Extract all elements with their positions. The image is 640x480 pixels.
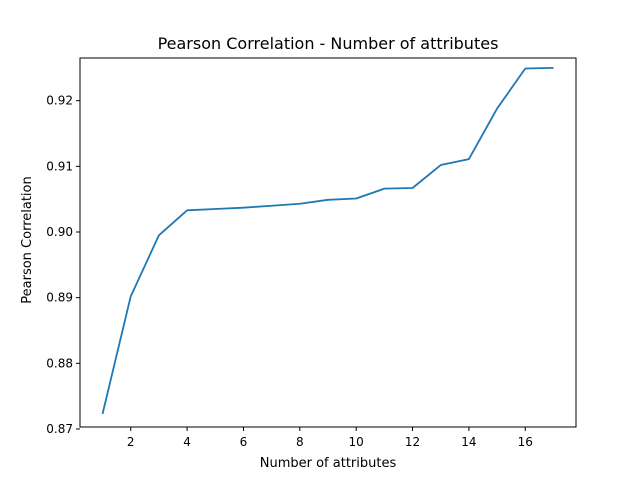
y-tick-label: 0.91 xyxy=(46,159,73,173)
x-tick-label: 10 xyxy=(349,435,364,449)
x-tick-label: 4 xyxy=(183,435,191,449)
x-axis-label: Number of attributes xyxy=(260,456,397,471)
series-line xyxy=(101,66,554,415)
x-tick-label: 16 xyxy=(518,435,533,449)
x-tick-label: 6 xyxy=(240,435,248,449)
chart-title: Pearson Correlation - Number of attribut… xyxy=(158,34,499,53)
y-axis-ticks: 0.87 0.88 0.89 0.90 0.91 0.92 xyxy=(46,94,80,436)
y-tick-label: 0.92 xyxy=(46,94,73,108)
x-tick-label: 8 xyxy=(296,435,304,449)
y-tick-label: 0.90 xyxy=(46,225,73,239)
plot-area xyxy=(79,57,577,428)
y-tick-label: 0.88 xyxy=(46,356,73,370)
plot-frame xyxy=(79,57,577,428)
x-axis-ticks: 2 4 6 8 10 12 14 16 xyxy=(127,427,533,449)
x-tick-label: 14 xyxy=(461,435,476,449)
y-tick-label: 0.89 xyxy=(46,291,73,305)
x-tick-label: 12 xyxy=(405,435,420,449)
y-axis-label: Pearson Correlation xyxy=(20,176,35,303)
y-tick-label: 0.87 xyxy=(46,422,73,436)
x-tick-label: 2 xyxy=(127,435,135,449)
